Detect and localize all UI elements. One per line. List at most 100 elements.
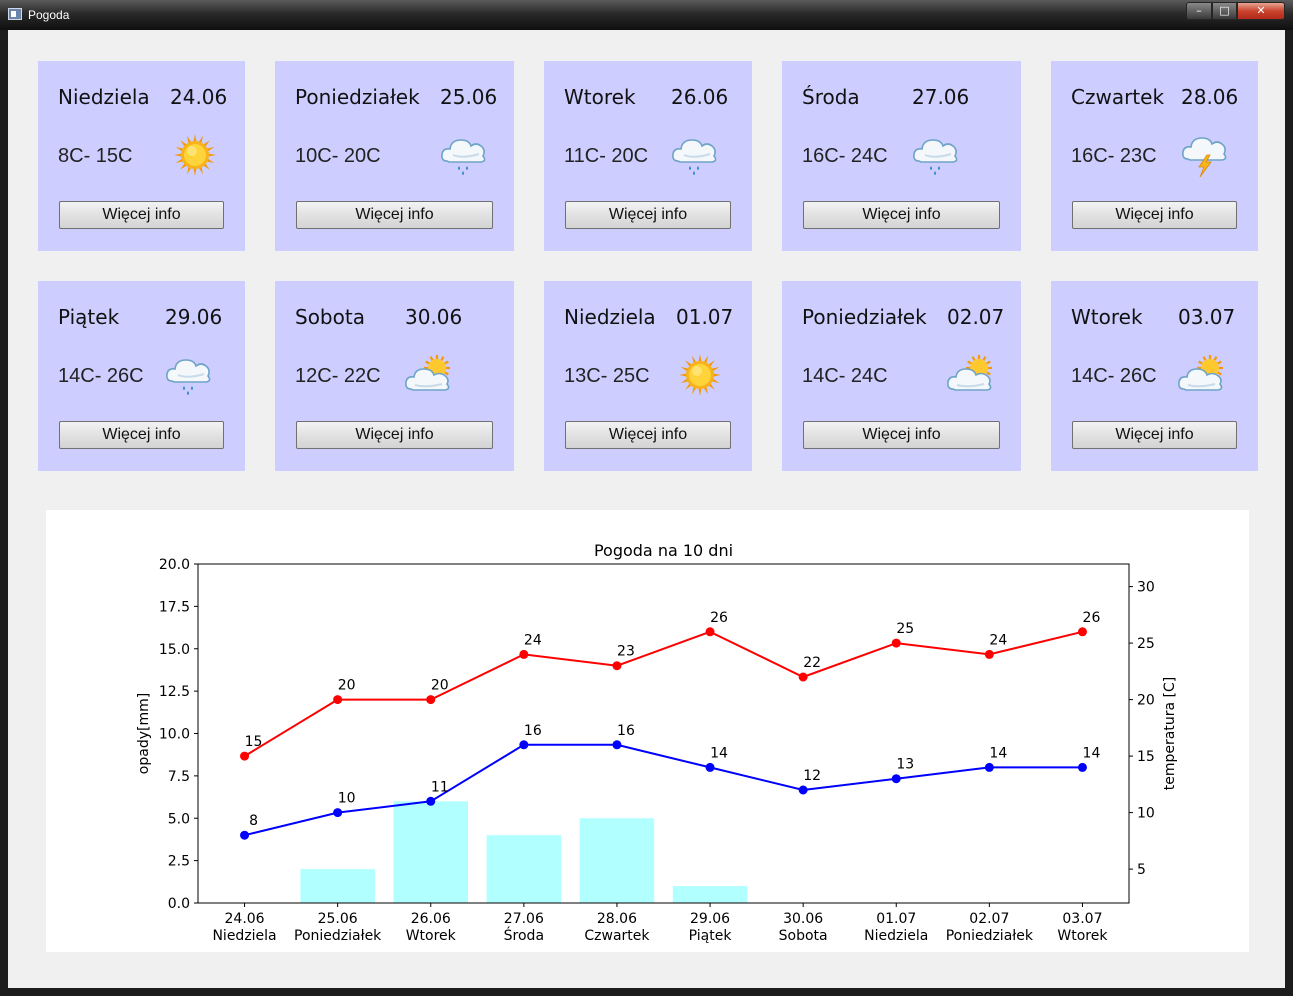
thunderstorm-icon	[1180, 131, 1230, 179]
temp-min-point	[705, 762, 715, 772]
day-name: Poniedziałek	[802, 305, 927, 329]
x-tick-date: 27.06	[504, 911, 544, 927]
more-info-button[interactable]: Więcej info	[1072, 421, 1237, 449]
x-tick-date: 25.06	[318, 911, 358, 927]
temp-min-point	[612, 740, 622, 750]
day-date: 28.06	[1181, 85, 1239, 109]
temp-min-label: 12	[803, 768, 821, 784]
temp-max-label: 15	[245, 734, 263, 750]
temperature-range: 14C- 26C	[58, 365, 144, 387]
temp-min-point	[426, 796, 436, 806]
x-tick-date: 03.07	[1062, 911, 1102, 927]
temp-max-label: 25	[896, 621, 914, 637]
day-date: 24.06	[170, 85, 228, 109]
day-name: Niedziela	[58, 85, 150, 109]
x-tick-day: Wtorek	[1057, 928, 1108, 944]
rain-cloud-icon	[670, 131, 720, 179]
temp-min-point	[1077, 762, 1087, 772]
sun-icon	[675, 351, 725, 399]
more-info-button[interactable]: Więcej info	[296, 201, 493, 229]
temp-max-point	[240, 751, 250, 761]
y-tick-label: 10.0	[159, 727, 190, 743]
day-name: Piątek	[58, 305, 120, 329]
y2-tick-label: 20	[1137, 693, 1155, 709]
temperature-range: 8C- 15C	[58, 145, 133, 167]
temperature-range: 13C- 25C	[564, 365, 650, 387]
temperature-range: 14C- 24C	[802, 365, 888, 387]
x-tick-day: Niedziela	[864, 928, 928, 944]
forecast-chart: 0.0 2.5 5.0 7.5 10.0 12.5 15.0 17.5 20.0 5 10 15 20 2…	[46, 510, 1249, 952]
x-tick-day: Środa	[504, 926, 544, 944]
day-card: Niedziela 24.06 8C- 15C Więcej info	[38, 61, 245, 251]
rain-cloud-icon	[164, 351, 214, 399]
title-bar[interactable]: Pogoda – □ ✕	[0, 0, 1293, 30]
precipitation-bar	[486, 835, 562, 903]
y2-axis-label: temperatura [C]	[1162, 677, 1178, 790]
temp-max-line	[244, 630, 1083, 757]
temp-min-line	[244, 743, 1083, 837]
x-tick-date: 26.06	[411, 911, 451, 927]
precipitation-bar	[300, 869, 375, 903]
y-tick-label: 7.5	[168, 769, 190, 785]
y-tick-label: 12.5	[159, 684, 190, 700]
day-name: Poniedziałek	[295, 85, 420, 109]
day-card: Poniedziałek 02.07 14C- 24C Więcej info	[782, 281, 1021, 471]
more-info-button[interactable]: Więcej info	[1072, 201, 1237, 229]
temp-min-label: 14	[710, 745, 728, 761]
temp-max-point	[705, 627, 715, 637]
x-tick-date: 28.06	[597, 911, 637, 927]
x-tick-day: Poniedziałek	[294, 928, 382, 944]
temp-min-label: 13	[896, 757, 914, 773]
temp-max-label: 20	[338, 678, 356, 694]
more-info-button[interactable]: Więcej info	[803, 421, 1000, 449]
app-icon	[8, 8, 22, 20]
day-name: Sobota	[295, 305, 365, 329]
day-date: 26.06	[671, 85, 729, 109]
day-date: 30.06	[405, 305, 463, 329]
more-info-button[interactable]: Więcej info	[59, 201, 224, 229]
x-tick-day: Poniedziałek	[946, 928, 1034, 944]
temp-max-label: 20	[431, 678, 449, 694]
more-info-button[interactable]: Więcej info	[565, 201, 731, 229]
day-date: 27.06	[912, 85, 970, 109]
temp-min-label: 11	[431, 779, 449, 795]
minimize-button[interactable]: –	[1186, 2, 1212, 20]
rain-cloud-icon	[439, 131, 489, 179]
more-info-button[interactable]: Więcej info	[59, 421, 224, 449]
close-button[interactable]: ✕	[1237, 2, 1285, 20]
temp-max-point	[333, 695, 343, 705]
temp-min-point	[798, 785, 808, 795]
x-tick-day: Sobota	[779, 928, 828, 944]
plot-frame	[197, 563, 1130, 904]
x-tick-date: 01.07	[876, 911, 916, 927]
more-info-button[interactable]: Więcej info	[565, 421, 731, 449]
temp-min-label: 16	[524, 723, 542, 739]
day-date: 03.07	[1178, 305, 1236, 329]
maximize-button[interactable]: □	[1212, 2, 1237, 20]
day-card: Czwartek 28.06 16C- 23C Więcej info	[1051, 61, 1258, 251]
more-info-button[interactable]: Więcej info	[803, 201, 1000, 229]
temp-max-label: 26	[1083, 610, 1101, 626]
temperature-range: 16C- 24C	[802, 145, 888, 167]
precipitation-bar	[672, 886, 748, 903]
more-info-button[interactable]: Więcej info	[296, 421, 493, 449]
day-card: Wtorek 03.07 14C- 26C Więcej info	[1051, 281, 1258, 471]
temp-max-point	[426, 695, 436, 705]
temp-min-label: 10	[338, 791, 356, 807]
temp-max-point	[612, 661, 622, 671]
temp-max-label: 24	[989, 632, 1007, 648]
x-tick-date: 24.06	[225, 911, 265, 927]
x-tick-date: 02.07	[969, 911, 1009, 927]
temp-min-point	[333, 808, 343, 818]
precipitation-bar	[579, 818, 655, 903]
x-tick-day: Wtorek	[406, 928, 457, 944]
rain-cloud-icon	[911, 131, 961, 179]
x-tick-date: 30.06	[783, 911, 823, 927]
y2-tick-label: 30	[1137, 580, 1155, 596]
temp-max-point	[891, 638, 901, 648]
y-tick-label: 5.0	[168, 811, 190, 827]
day-card: Niedziela 01.07 13C- 25C Więcej info	[544, 281, 752, 471]
temperature-range: 10C- 20C	[295, 145, 381, 167]
temp-min-label: 14	[1083, 745, 1101, 761]
temperature-range: 11C- 20C	[564, 145, 649, 167]
